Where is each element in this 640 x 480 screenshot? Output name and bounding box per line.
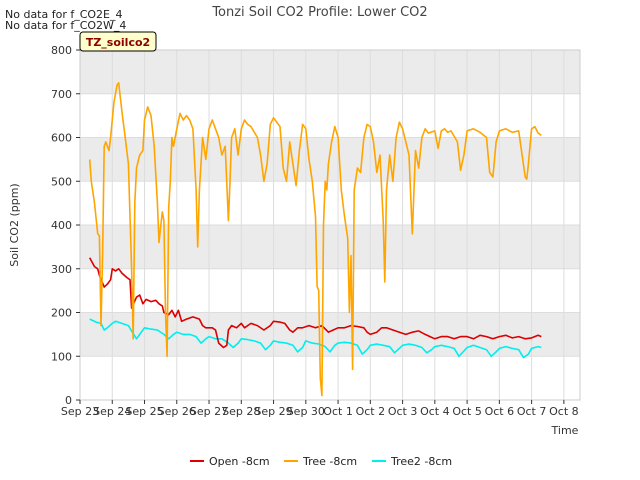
background-band [80, 50, 580, 94]
background-bands [80, 50, 580, 357]
x-tick-label: Sep 25 [125, 405, 163, 418]
x-tick-label: Oct 3 [388, 405, 418, 418]
x-tick-label: Oct 6 [485, 405, 515, 418]
no-data-note-2: No data for f_CO2W_4 [5, 19, 126, 32]
x-tick-label: Sep 27 [190, 405, 228, 418]
series-layer [88, 82, 542, 397]
x-tick-label: Sep 26 [158, 405, 196, 418]
y-axis-ticks: 0 100 200 300 400 500 600 700 800 [51, 44, 80, 407]
background-band [80, 225, 580, 269]
y-tick-label: 800 [51, 44, 72, 57]
x-tick-label: Oct 5 [452, 405, 482, 418]
site-badge: TZ_soilco2 [79, 31, 157, 52]
x-tick-label: Sep 29 [254, 405, 292, 418]
y-tick-label: 500 [51, 175, 72, 188]
x-tick-label: Oct 4 [420, 405, 450, 418]
x-tick-label: Sep 24 [93, 405, 131, 418]
legend-label-tree: Tree -8cm [302, 455, 357, 468]
y-tick-label: 600 [51, 132, 72, 145]
background-band [80, 312, 580, 357]
x-tick-label: Oct 7 [517, 405, 547, 418]
legend-label-open: Open -8cm [209, 455, 270, 468]
y-axis-label: Soil CO2 (ppm) [8, 183, 21, 266]
y-tick-label: 0 [65, 394, 72, 407]
y-tick-label: 700 [51, 88, 72, 101]
x-tick-label: Sep 30 [287, 405, 325, 418]
x-tick-label: Sep 28 [222, 405, 260, 418]
chart-title: Tonzi Soil CO2 Profile: Lower CO2 [211, 5, 427, 20]
legend-label-tree2: Tree2 -8cm [390, 455, 452, 468]
legend: Open -8cm Tree -8cm Tree2 -8cm [190, 455, 452, 468]
y-tick-label: 400 [51, 219, 72, 232]
y-tick-label: 300 [51, 263, 72, 276]
x-tick-label: Oct 2 [356, 405, 386, 418]
site-badge-label: TZ_soilco2 [86, 36, 150, 49]
y-tick-label: 100 [51, 350, 72, 363]
background-band [80, 137, 580, 182]
series-line-tree [88, 82, 542, 397]
x-tick-label: Oct 1 [323, 405, 353, 418]
no-data-note-1: No data for f_CO2E_4 [5, 8, 123, 21]
x-tick-label: Sep 23 [61, 405, 99, 418]
series-line-tree2 [89, 318, 542, 359]
site-badge-box [79, 31, 157, 52]
x-tick-label: Oct 8 [549, 405, 579, 418]
x-axis-label: Time [551, 424, 579, 437]
y-tick-label: 200 [51, 307, 72, 320]
series-line-open [88, 257, 542, 349]
